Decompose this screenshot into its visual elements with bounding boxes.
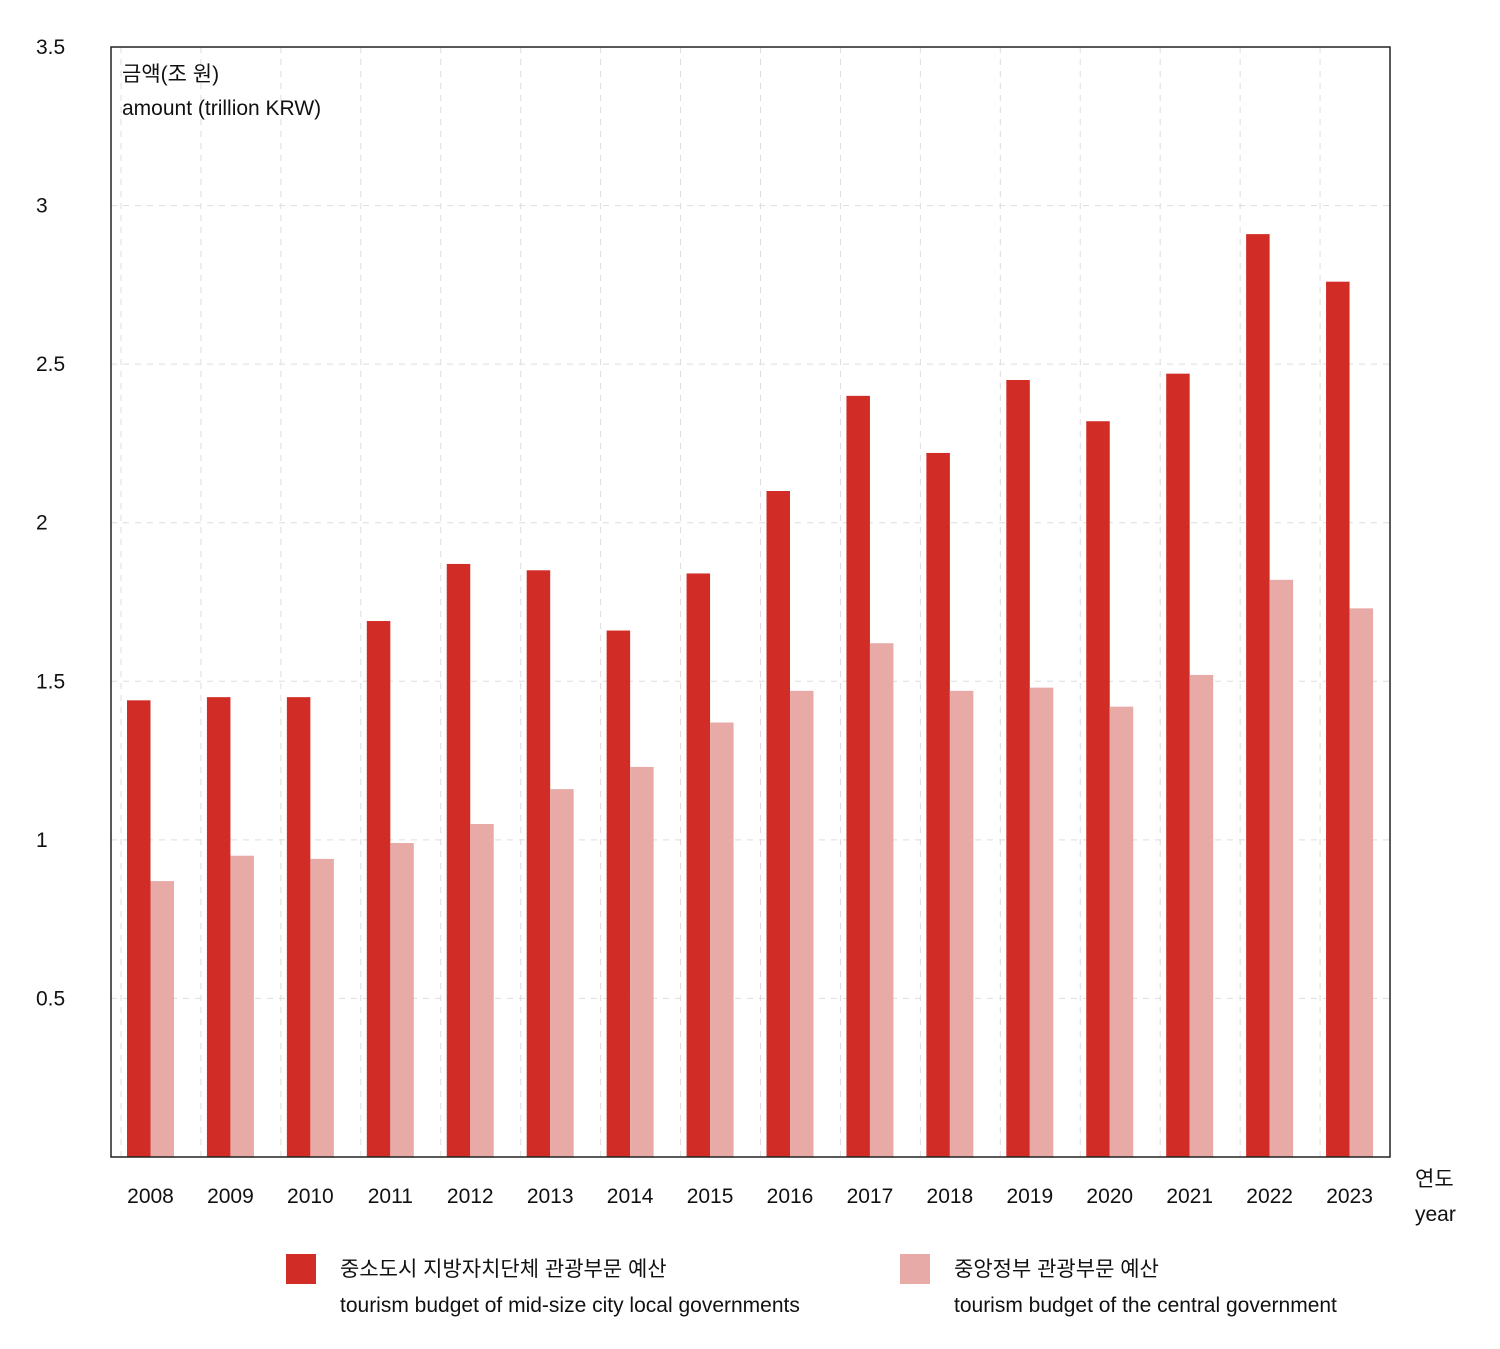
bar-local-2023 [1326, 281, 1350, 1158]
bar-local-2017 [846, 395, 870, 1157]
x-tick-label: 2014 [607, 1185, 654, 1208]
bar-central-2023 [1349, 608, 1374, 1157]
bar-central-2008 [150, 881, 174, 1157]
bar-central-2014 [630, 766, 654, 1157]
legend-label-central-ko: 중앙정부 관광부문 예산 [954, 1258, 1159, 1281]
x-tick-label: 2015 [687, 1185, 734, 1208]
bar-local-2009 [206, 697, 231, 1157]
bar-central-2016 [790, 690, 814, 1157]
x-tick-label: 2018 [927, 1185, 974, 1208]
bar-central-2015 [710, 722, 734, 1157]
bar-local-2021 [1166, 373, 1190, 1158]
bar-local-2015 [686, 573, 711, 1157]
legend-label-local-ko: 중소도시 지방자치단체 관광부문 예산 [340, 1258, 667, 1281]
bar-local-2008 [127, 700, 151, 1157]
x-tick-label: 2010 [287, 1185, 334, 1208]
bar-central-2021 [1189, 674, 1214, 1157]
x-tick-label: 2016 [767, 1185, 814, 1208]
bar-central-2011 [390, 843, 414, 1157]
y-tick-label: 2.5 [36, 353, 65, 376]
bar-local-2014 [606, 630, 631, 1157]
legend-swatch-central [900, 1254, 930, 1284]
bar-central-2012 [470, 824, 494, 1157]
bar-local-2010 [286, 697, 311, 1157]
x-tick-label: 2017 [847, 1185, 894, 1208]
x-axis-label-en: year [1415, 1203, 1456, 1226]
bar-local-2013 [526, 570, 551, 1157]
y-tick-label: 1 [36, 829, 48, 852]
x-tick-label: 2021 [1166, 1185, 1213, 1208]
bar-central-2019 [1029, 687, 1054, 1157]
plot-frame [110, 46, 1391, 1158]
x-tick-labels: 2008 2009 2010 2011 2012 2013 2014 2015 2016 2017… [127, 1185, 1373, 1208]
x-tick-label: 2008 [127, 1185, 174, 1208]
x-tick-label: 2022 [1246, 1185, 1293, 1208]
legend-swatch-local [286, 1254, 316, 1284]
x-tick-label: 2020 [1086, 1185, 1133, 1208]
y-tick-labels: 0.5 1 1.5 2 2.5 3 3.5 [36, 36, 65, 1010]
bar-central-2013 [550, 789, 574, 1157]
y-tick-label: 1.5 [36, 670, 65, 693]
gridlines [111, 47, 1390, 1157]
x-tick-label: 2023 [1326, 1185, 1373, 1208]
y-tick-label: 0.5 [36, 987, 65, 1010]
bar-central-2018 [949, 690, 974, 1157]
bar-local-2012 [446, 563, 471, 1157]
legend-label-local-en: tourism budget of mid-size city local go… [340, 1294, 800, 1317]
x-tick-label: 2019 [1006, 1185, 1053, 1208]
bar-local-2020 [1086, 421, 1110, 1157]
bar-central-2017 [869, 643, 894, 1157]
y-tick-label: 3.5 [36, 36, 65, 59]
legend-item-central: 중앙정부 관광부문 예산 tourism budget of the centr… [900, 1252, 1337, 1324]
bar-local-2018 [926, 452, 950, 1157]
bar-local-2016 [766, 491, 790, 1157]
x-tick-label: 2011 [368, 1185, 413, 1208]
bar-local-2022 [1246, 234, 1270, 1158]
bar-local-2019 [1006, 380, 1030, 1157]
y-tick-label: 2 [36, 512, 48, 535]
bars [127, 234, 1374, 1158]
legend-item-local: 중소도시 지방자치단체 관광부문 예산 tourism budget of mi… [286, 1252, 800, 1324]
x-tick-label: 2012 [447, 1185, 494, 1208]
bar-chart: 0.5 1 1.5 2 2.5 3 3.5 2008 2009 2010 2011 2012 2013… [36, 36, 1456, 1226]
y-axis-label-ko: 금액(조 원) [122, 63, 219, 86]
y-axis-label-en: amount (trillion KRW) [122, 97, 321, 120]
bar-central-2022 [1269, 579, 1294, 1157]
bar-central-2020 [1109, 706, 1134, 1157]
x-axis-label-ko: 연도 [1415, 1168, 1454, 1191]
x-tick-label: 2009 [207, 1185, 254, 1208]
x-tick-label: 2013 [527, 1185, 574, 1208]
bar-central-2009 [230, 855, 254, 1157]
bar-local-2011 [366, 621, 391, 1157]
bar-central-2010 [310, 858, 334, 1157]
legend-label-central-en: tourism budget of the central government [954, 1294, 1337, 1317]
y-tick-label: 3 [36, 195, 48, 218]
